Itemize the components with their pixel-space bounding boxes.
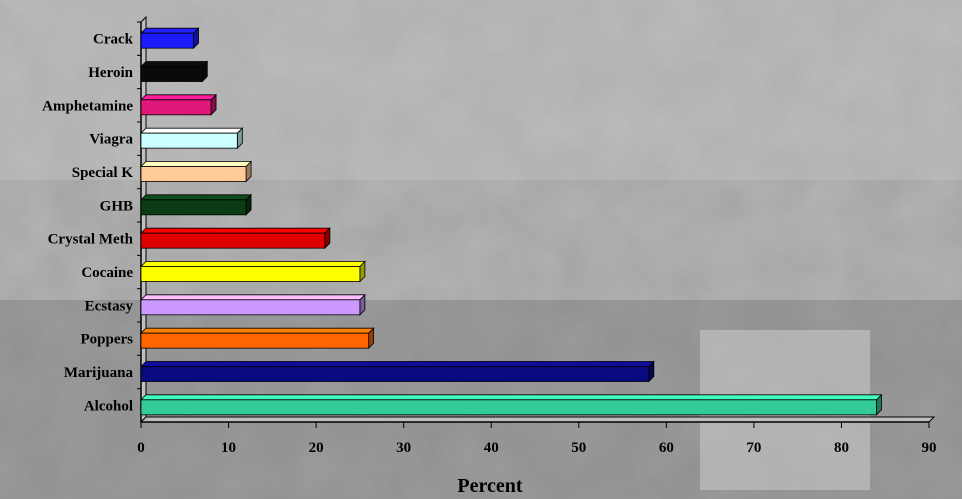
bar-front — [140, 166, 247, 182]
x-tick-label: 80 — [834, 440, 849, 456]
bar-top — [140, 261, 366, 267]
bar-front — [140, 199, 247, 216]
bar-alcohol — [140, 393, 883, 416]
bar-front — [140, 99, 212, 116]
bar-top — [140, 361, 655, 367]
bar-special-k — [140, 160, 253, 183]
x-tick-label: 60 — [659, 440, 674, 456]
category-label: Poppers — [81, 332, 134, 348]
bar-front — [140, 32, 194, 49]
category-label: GHB — [100, 198, 133, 214]
bar-front — [140, 332, 370, 349]
category-label: Viagra — [89, 132, 133, 148]
bar-front — [140, 399, 877, 416]
bar-heroin — [140, 60, 209, 83]
bar-front — [140, 266, 361, 282]
category-label: Alcohol — [84, 398, 133, 414]
x-tick-label: 10 — [221, 440, 236, 456]
bar-front — [140, 132, 238, 149]
bar-crystal-meth — [140, 227, 331, 250]
bar-top — [140, 61, 209, 67]
category-label: Special K — [72, 165, 134, 181]
bar-poppers — [140, 327, 375, 350]
plot-area: Crack Heroin Amphetamine Viagra Special K GHB… — [42, 15, 936, 428]
x-tick-label: 50 — [571, 440, 586, 456]
bar-front — [140, 232, 326, 249]
bar-top — [140, 127, 244, 134]
x-tick-label: 0 — [137, 440, 145, 456]
category-label: Amphetamine — [42, 98, 133, 114]
category-label: Ecstasy — [85, 298, 134, 314]
category-label: Marijuana — [64, 365, 134, 381]
x-axis-labels: 0 10 20 30 40 50 60 70 80 90 — [137, 440, 936, 456]
category-label: Heroin — [88, 65, 133, 81]
bar-cocaine — [140, 260, 366, 283]
bar-amphetamine — [140, 93, 218, 116]
category-label: Cocaine — [81, 265, 133, 281]
bar-marijuana — [140, 360, 655, 383]
bar-top — [140, 94, 218, 101]
bar-ecstasy — [140, 293, 366, 316]
bar-crack — [140, 27, 200, 50]
bar-top — [140, 227, 331, 234]
bar-front — [140, 66, 203, 82]
bar-front — [140, 366, 650, 382]
x-tick-label: 20 — [309, 440, 324, 456]
bar-front — [140, 299, 361, 316]
bar-top — [140, 27, 200, 34]
bar-ghb — [140, 193, 253, 216]
bar-top — [140, 194, 253, 201]
x-tick-label: 70 — [746, 440, 761, 456]
x-axis-title: Percent — [457, 475, 522, 497]
bar-top — [140, 394, 883, 401]
category-label: Crystal Meth — [48, 232, 134, 248]
x-tick-label: 90 — [922, 440, 937, 456]
bar-top — [140, 294, 366, 301]
bar-top — [140, 327, 375, 334]
x-tick-label: 30 — [396, 440, 411, 456]
category-label: Crack — [93, 32, 134, 48]
x-tick-label: 40 — [484, 440, 499, 456]
bar-viagra — [140, 127, 244, 150]
bar-top — [140, 161, 253, 167]
